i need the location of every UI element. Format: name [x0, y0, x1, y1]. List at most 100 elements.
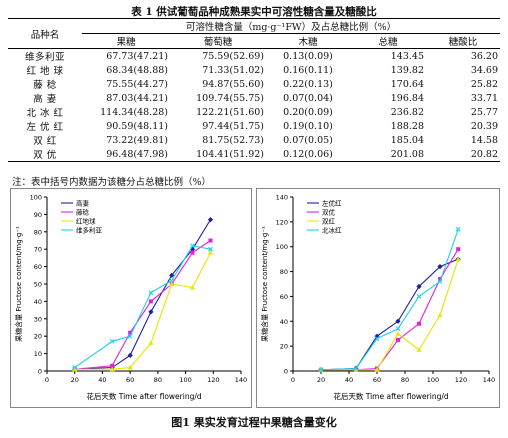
cell-total: 185.04	[390, 134, 424, 146]
data-point	[438, 277, 442, 282]
data-point	[374, 336, 380, 342]
cell-total: 139.82	[390, 64, 424, 76]
legend-label: 北冰红	[322, 226, 342, 235]
series-line	[320, 258, 459, 371]
x-tick-label: 80	[401, 376, 409, 384]
data-point	[148, 340, 154, 346]
x-tick-label: 60	[373, 376, 381, 384]
data-point	[396, 337, 400, 342]
data-point	[437, 264, 443, 270]
cell-cultivar: 维多利亚	[24, 52, 65, 63]
figure-caption: 图1 果实发育过程中果糖含量变化	[171, 416, 337, 429]
x-tick-label: 120	[455, 376, 467, 384]
cell-cultivar: 双 红	[33, 136, 57, 147]
data-point	[208, 246, 213, 252]
data-point	[207, 217, 214, 223]
data-point	[128, 330, 133, 335]
data-point	[416, 294, 422, 299]
cell-ratio: 25.82	[470, 78, 499, 90]
y-tick-label: 40	[280, 318, 288, 326]
data-point	[416, 347, 422, 352]
table-row: 高 妻 87.03(44.21) 109.74(55.75) 0.07(0.04) 19…	[8, 91, 500, 106]
data-point	[127, 333, 133, 339]
x-tick-label: 140	[235, 376, 247, 384]
y-axis-label: 果糖含量 Fructose content/mg·g⁻¹	[260, 226, 269, 342]
x-tick-label: 80	[154, 376, 162, 384]
cell-ratio: 34.69	[470, 64, 499, 76]
cell-fructose: 67.73(47.21)	[106, 50, 168, 62]
data-point	[190, 243, 195, 249]
x-tick-label: 60	[126, 376, 134, 384]
data-point	[148, 309, 154, 315]
table-row: 北 冰 红 114.34(48.28) 122.21(51.60) 0.20(0.09…	[8, 105, 500, 120]
cell-glucose: 81.75(52.73)	[202, 134, 264, 146]
cell-glucose: 75.59(52.69)	[202, 50, 264, 62]
cell-ratio: 20.82	[470, 148, 499, 160]
y-tick-label: 100	[276, 243, 288, 251]
cell-fructose: 87.03(44.21)	[106, 92, 168, 104]
cell-xylose: 0.13(0.09)	[283, 50, 333, 62]
data-point	[190, 284, 195, 290]
data-point	[127, 364, 133, 370]
header-cultivar: 品种名	[8, 18, 82, 49]
cell-cultivar: 红 地 球	[26, 66, 64, 77]
y-tick-label: 20	[34, 333, 42, 341]
x-tick-label: 0	[291, 376, 295, 384]
data-point	[110, 363, 115, 368]
header-ratio: 糖酸比	[448, 37, 478, 48]
cell-glucose: 122.21(51.60)	[196, 106, 264, 118]
header-total: 总糖	[378, 37, 398, 48]
x-tick-label: 40	[98, 376, 106, 384]
cell-fructose: 75.55(44.27)	[106, 78, 168, 90]
data-point	[437, 279, 443, 284]
data-point	[148, 299, 153, 304]
data-point	[72, 365, 78, 370]
y-tick-label: 70	[34, 246, 42, 254]
data-point	[374, 367, 380, 372]
data-point	[395, 326, 401, 332]
data-point	[437, 312, 443, 318]
cell-cultivar: 双 优	[33, 150, 57, 161]
y-axis-label: 果糖含量 Fructose content/mg·g⁻¹	[14, 226, 23, 342]
x-tick-label: 140	[483, 376, 495, 384]
cell-ratio: 36.20	[470, 50, 499, 62]
cell-ratio: 20.39	[470, 120, 499, 132]
legend-label: 左优红	[322, 199, 342, 208]
cell-cultivar: 藤 稔	[33, 80, 57, 91]
cell-fructose: 68.34(48.88)	[106, 64, 168, 76]
x-tick-label: 0	[45, 376, 49, 384]
table-note: 注：表中括号内数据为该糖分占总糖比例（%）	[12, 177, 212, 188]
cell-glucose: 97.44(51.75)	[202, 120, 264, 132]
cell-xylose: 0.07(0.05)	[283, 134, 333, 146]
x-tick-label: 20	[317, 376, 325, 384]
cell-xylose: 0.16(0.11)	[283, 64, 333, 76]
cell-glucose: 94.87(55.60)	[202, 78, 264, 90]
y-tick-label: 60	[34, 263, 42, 271]
sugar-content-table: 品种名 可溶性糖含量（mg·g⁻¹FW）及占总糖比例（%） 果糖 葡萄糖 木糖 …	[8, 18, 501, 162]
cell-total: 196.84	[390, 92, 424, 104]
y-tick-label: 40	[34, 298, 42, 306]
table-body: 维多利亚 67.73(47.21) 75.59(52.69) 0.13(0.09) 14…	[8, 49, 501, 162]
y-tick-label: 90	[34, 211, 42, 219]
table-row: 双 红 73.22(49.81) 81.75(52.73) 0.07(0.05) 185…	[8, 133, 500, 148]
data-point	[455, 226, 461, 232]
series-line	[74, 219, 211, 370]
chart-svg: 0 20 40 60 80 100 120 140 0 20 40 60 80 100 120 140 花后天数…	[260, 194, 495, 402]
data-point	[318, 367, 324, 373]
cell-total: 236.82	[390, 106, 424, 118]
cell-xylose: 0.07(0.04)	[283, 92, 333, 104]
series-line	[74, 240, 211, 370]
x-tick-label: 100	[427, 376, 439, 384]
cell-glucose: 104.41(51.92)	[196, 148, 264, 160]
table-row: 维多利亚 67.73(47.21) 75.59(52.69) 0.13(0.09) 14…	[8, 49, 500, 64]
y-tick-label: 0	[38, 368, 42, 376]
data-point	[190, 250, 195, 255]
x-tick-label: 20	[71, 376, 79, 384]
legend-label: 高妻	[76, 199, 90, 208]
legend-label: 双红	[322, 217, 336, 226]
cell-cultivar: 高 妻	[33, 94, 57, 105]
chart-fructose-group-a: 0 10 20 30 40 50 60 70 80 90 100 0 20 40 60 80 100 120 140…	[10, 188, 252, 408]
y-tick-label: 30	[34, 315, 42, 323]
cell-xylose: 0.12(0.06)	[283, 148, 333, 160]
x-tick-label: 100	[179, 376, 191, 384]
